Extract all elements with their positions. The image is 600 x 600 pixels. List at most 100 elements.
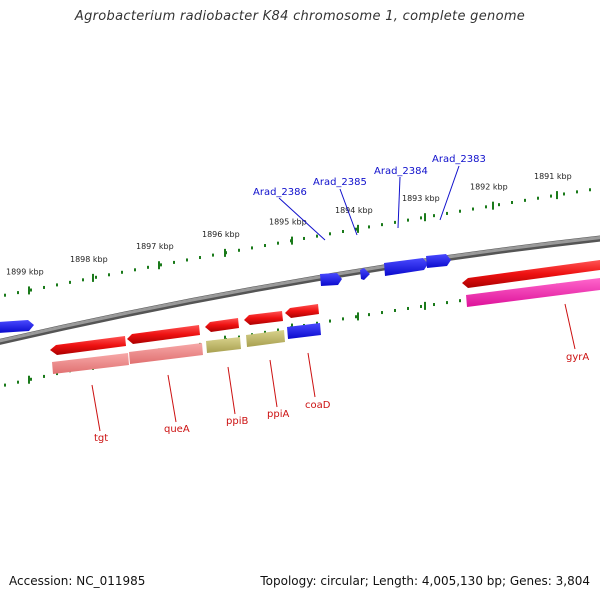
leader-lines <box>91 165 576 432</box>
tick-mark-major <box>158 261 160 270</box>
tick-label: 1891 kbp <box>534 172 572 181</box>
gene-bar-tgt[interactable] <box>52 353 129 374</box>
tick-label: 1899 kbp <box>6 267 44 276</box>
tick-mark-outer <box>537 196 539 200</box>
tick-mark-inner <box>459 299 461 303</box>
tick-track-outer <box>4 188 591 297</box>
tick-mark-outer <box>563 192 565 196</box>
gene-arrow-arad-2384[interactable] <box>384 258 428 276</box>
tick-mark-outer <box>485 205 487 209</box>
cds-arrow-tgt[interactable] <box>50 336 126 355</box>
gene-arrow-left-edge[interactable] <box>0 320 34 333</box>
tick-mark-outer <box>56 283 58 287</box>
tick-mark-inner <box>238 335 240 339</box>
tick-mark-outer <box>498 203 500 207</box>
tick-mark-inner <box>381 311 383 315</box>
tick-mark-inner <box>420 304 422 308</box>
cds-arrow-quea[interactable] <box>127 325 200 344</box>
gene-arrow-arad-2385[interactable] <box>360 268 370 280</box>
accession-text: Accession: NC_011985 <box>9 574 146 588</box>
gene-bar-gyra[interactable] <box>466 278 600 307</box>
gene-row <box>52 278 600 374</box>
tick-mark-outer <box>264 244 266 248</box>
tick-mark-outer <box>134 268 136 272</box>
tick-mark-outer <box>17 291 19 295</box>
tick-mark-inner <box>30 377 32 381</box>
tick-mark-outer <box>4 293 6 297</box>
tick-mark-outer <box>342 229 344 233</box>
cds-arrow-ppia[interactable] <box>244 311 283 325</box>
tick-mark-inner <box>355 315 357 319</box>
tick-mark-inner <box>368 313 370 317</box>
gene-label-quea[interactable]: queA <box>164 424 190 435</box>
plus-strand-features <box>0 254 451 333</box>
tick-mark-outer <box>160 263 162 267</box>
tick-mark-outer <box>368 225 370 229</box>
tick-mark-outer <box>407 218 409 222</box>
cds-arrow-gyra[interactable] <box>462 260 600 288</box>
minus-strand-cds <box>50 260 600 355</box>
tick-mark-major-inner <box>357 312 359 321</box>
tick-label: 1892 kbp <box>470 183 508 192</box>
tick-mark-outer <box>524 198 526 202</box>
tick-mark-outer <box>147 265 149 269</box>
gene-arrow-arad-2383[interactable] <box>426 254 451 268</box>
gene-label-gyra[interactable]: gyrA <box>566 352 589 363</box>
gene-label-ppia[interactable]: ppiA <box>267 409 289 420</box>
tick-label: 1896 kbp <box>202 230 240 239</box>
tick-mark-major <box>28 286 30 295</box>
chromosome-backbone <box>0 235 600 345</box>
gene-label-arad-2385[interactable]: Arad_2385 <box>313 177 367 188</box>
tick-mark-inner <box>277 328 279 332</box>
tick-label: 1893 kbp <box>402 194 440 203</box>
tick-label: 1895 kbp <box>269 218 307 227</box>
tick-mark-major <box>291 236 293 245</box>
tick-mark-outer <box>43 285 45 289</box>
tick-mark-inner <box>394 308 396 312</box>
cds-arrow-ppib[interactable] <box>205 318 239 332</box>
tick-mark-outer <box>186 258 188 262</box>
gene-bar-ppia[interactable] <box>246 330 285 347</box>
tick-label: 1894 kbp <box>335 206 373 215</box>
genome-summary-text: Topology: circular; Length: 4,005,130 bp… <box>260 574 590 588</box>
gene-arrow-arad-2386[interactable] <box>320 273 342 286</box>
gene-label-arad-2384[interactable]: Arad_2384 <box>374 166 428 177</box>
tick-mark-inner <box>342 317 344 321</box>
tick-mark-major-inner <box>424 301 426 310</box>
gene-bar-quea[interactable] <box>129 343 203 364</box>
tick-mark-major <box>224 248 226 257</box>
tick-mark-outer <box>472 207 474 211</box>
tick-mark-major <box>556 191 558 200</box>
tick-mark-outer <box>316 234 318 238</box>
tick-mark-outer <box>446 211 448 215</box>
tick-mark-major <box>424 213 426 222</box>
tick-mark-inner <box>433 303 435 307</box>
tick-mark-outer <box>550 194 552 198</box>
gene-label-arad-2383[interactable]: Arad_2383 <box>432 154 486 165</box>
gene-label-ppib[interactable]: ppiB <box>226 416 248 427</box>
tick-mark-major <box>357 224 359 233</box>
tick-mark-inner <box>329 319 331 323</box>
tick-mark-major-inner <box>28 375 30 384</box>
tick-mark-outer <box>355 227 357 231</box>
tick-mark-inner <box>4 383 6 387</box>
tick-mark-outer <box>420 216 422 220</box>
tick-mark-outer <box>511 201 513 205</box>
tick-mark-inner <box>43 374 45 378</box>
cds-arrow-coad[interactable] <box>285 304 319 318</box>
gene-label-arad-2386[interactable]: Arad_2386 <box>253 187 307 198</box>
gene-label-tgt[interactable]: tgt <box>94 433 108 444</box>
tick-mark-outer <box>303 236 305 240</box>
tick-mark-outer <box>82 278 84 282</box>
tick-mark-outer <box>173 260 175 264</box>
tick-mark-outer <box>381 223 383 227</box>
tick-mark-inner <box>264 330 266 334</box>
gene-bar-coad[interactable] <box>287 323 321 339</box>
tick-mark-inner <box>316 321 318 325</box>
tick-mark-outer <box>69 280 71 284</box>
gene-label-coad[interactable]: coaD <box>305 400 331 411</box>
gene-labels-bottom: tgt queA ppiB ppiA coaD gyrA <box>94 352 589 444</box>
tick-mark-outer <box>459 209 461 213</box>
gene-bar-ppib[interactable] <box>206 337 241 353</box>
